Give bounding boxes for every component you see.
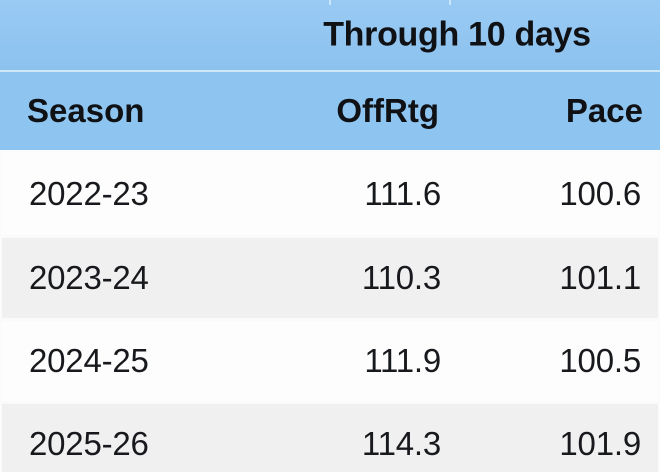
column-header-row: Season OffRtg Pace bbox=[0, 72, 660, 150]
table-body: 2022-23 111.6 100.6 2023-24 110.3 101.1 … bbox=[0, 150, 660, 472]
season-cell: 2023-24 bbox=[29, 259, 149, 296]
offrtg-cell: 110.3 bbox=[361, 259, 441, 296]
season-cell: 2024-25 bbox=[29, 342, 149, 379]
table-row: 2025-26 114.3 101.9 bbox=[2, 401, 658, 472]
column-divider-tick bbox=[329, 0, 331, 5]
table-row: 2023-24 110.3 101.1 bbox=[2, 235, 658, 318]
column-divider-tick bbox=[449, 0, 451, 5]
column-header-season: Season bbox=[27, 92, 145, 129]
table-title-row: Through 10 days bbox=[0, 0, 660, 72]
table-row: 2022-23 111.6 100.6 bbox=[2, 152, 658, 235]
table-row: 2024-25 111.9 100.5 bbox=[2, 318, 658, 401]
offrtg-cell: 111.9 bbox=[364, 342, 441, 379]
season-cell: 2022-23 bbox=[29, 174, 149, 212]
offrtg-cell: 111.6 bbox=[364, 174, 441, 212]
table-title: Through 10 days bbox=[323, 15, 591, 54]
pace-cell: 100.5 bbox=[559, 342, 641, 379]
pace-cell: 101.1 bbox=[559, 259, 641, 296]
column-header-pace: Pace bbox=[565, 92, 643, 129]
pace-cell: 101.9 bbox=[559, 425, 641, 462]
column-header-offrtg: OffRtg bbox=[336, 92, 439, 129]
season-cell: 2025-26 bbox=[29, 425, 149, 462]
pace-cell: 100.6 bbox=[559, 174, 641, 212]
offrtg-cell: 114.3 bbox=[361, 425, 441, 462]
